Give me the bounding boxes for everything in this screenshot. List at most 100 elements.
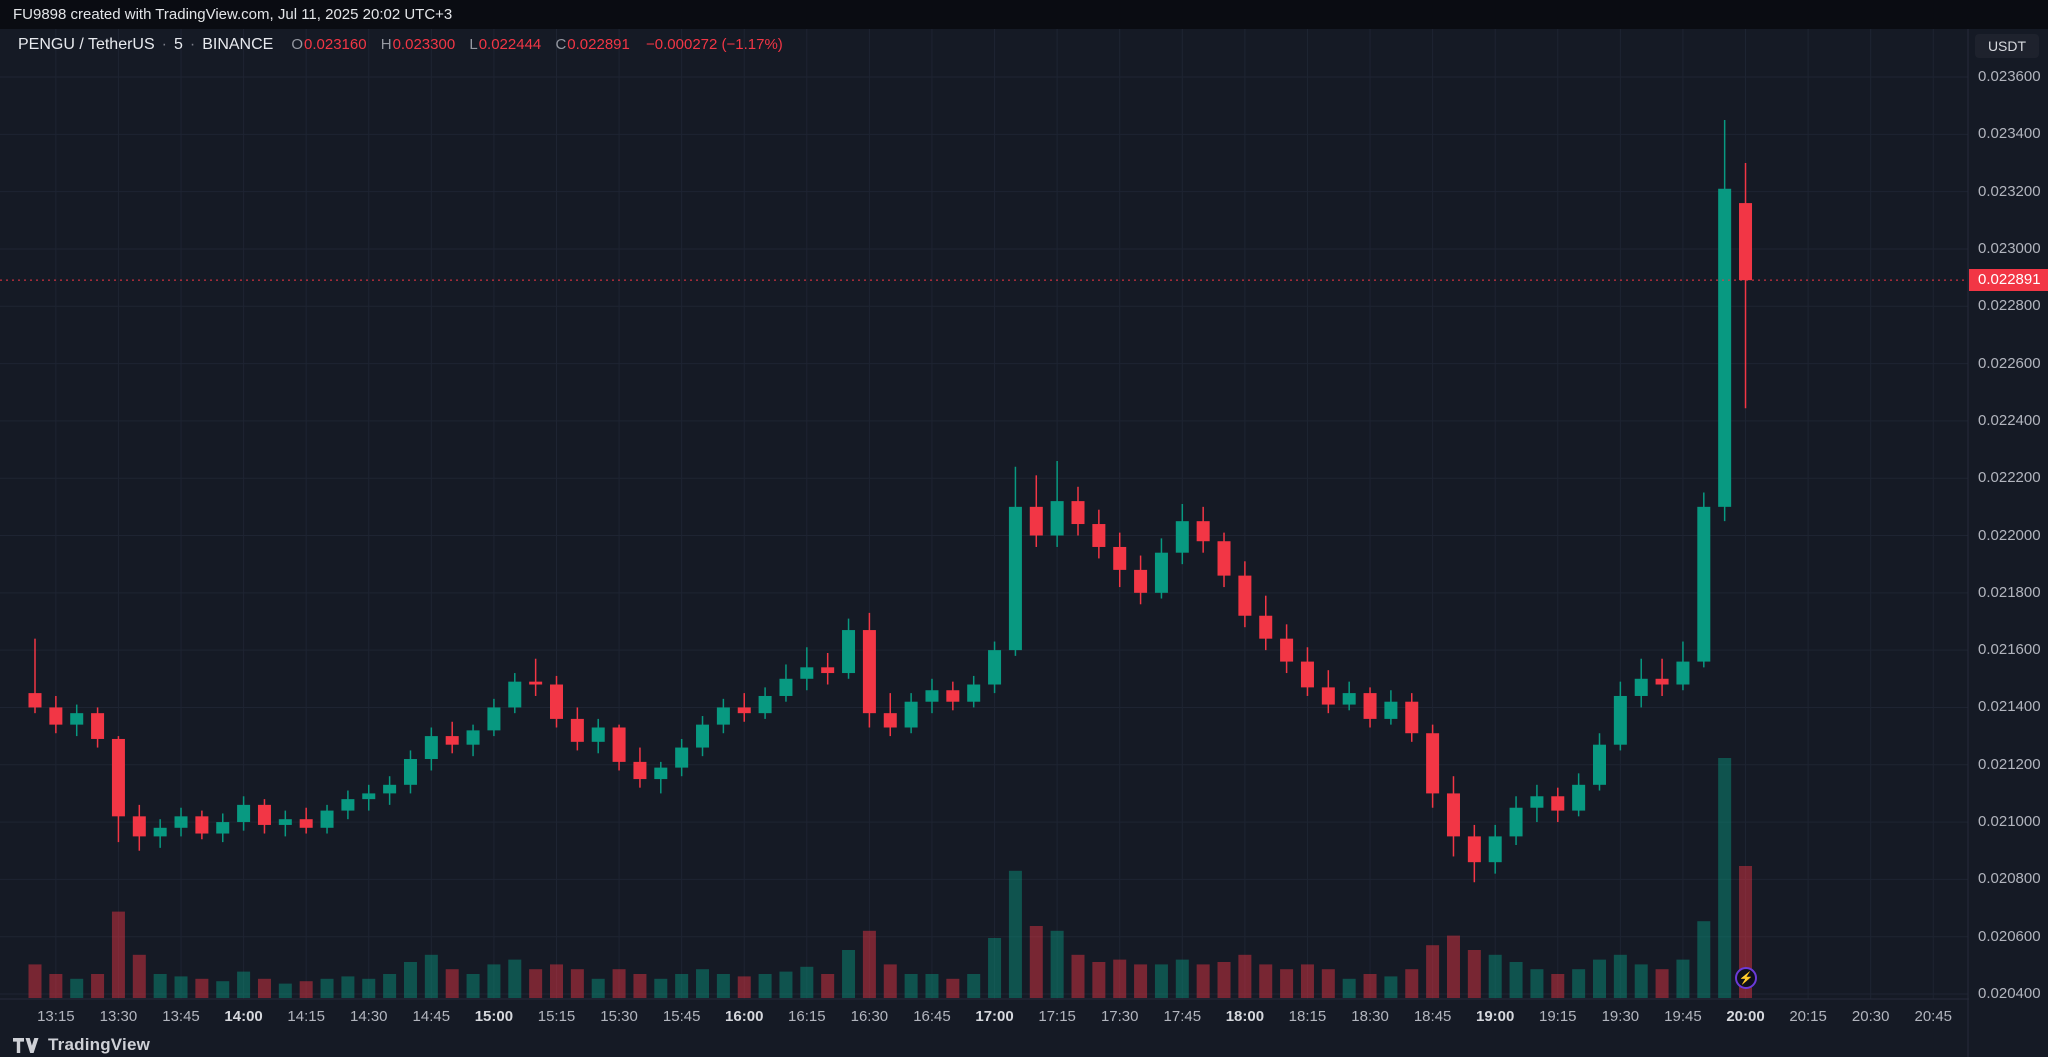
candle-body — [174, 816, 188, 828]
candle-body — [1405, 701, 1419, 734]
volume-bar — [1634, 964, 1648, 998]
candle-body — [403, 759, 417, 785]
volume-bar — [883, 964, 897, 998]
volume-bar — [508, 959, 522, 998]
symbol-name: PENGU / TetherUS — [18, 36, 155, 53]
volume-bar — [1655, 969, 1669, 998]
volume-bar — [1280, 969, 1294, 998]
time-axis-label: 18:15 — [1288, 1008, 1327, 1025]
price-axis-label: 0.022800 — [1978, 297, 2041, 315]
price-axis[interactable]: USDT 0.023600 0.023400 0.023200 0.023000 0.0… — [1969, 29, 2048, 1057]
volume-bar — [1551, 974, 1565, 998]
candle-body — [988, 650, 1002, 685]
volume-bar — [570, 969, 584, 998]
volume-bar — [1509, 962, 1523, 998]
volume-bar — [1300, 964, 1314, 998]
volume-bar — [320, 978, 334, 998]
candle-body — [779, 678, 793, 696]
price-axis-label: 0.021400 — [1978, 698, 2041, 716]
volume-bar — [383, 974, 397, 998]
tradingview-logo[interactable]: TradingView — [13, 1035, 150, 1055]
candle-body — [696, 724, 710, 748]
time-axis-label: 14:45 — [412, 1008, 451, 1025]
price-axis-label: 0.022400 — [1978, 411, 2041, 429]
candle-body — [1426, 733, 1440, 794]
volume-bar — [174, 976, 188, 998]
candle-body — [758, 695, 772, 714]
candle-body — [1446, 793, 1460, 837]
candle-body — [1050, 501, 1064, 536]
exchange-name: BINANCE — [202, 36, 274, 53]
candle-body — [320, 810, 334, 828]
volume-bar — [362, 978, 376, 998]
candle-body — [383, 784, 397, 794]
volume-bar — [967, 974, 981, 998]
tradingview-logo-text: TradingView — [48, 1035, 151, 1054]
volume-bar — [403, 962, 417, 998]
volume-bar — [1259, 964, 1273, 998]
volume-bar — [111, 911, 125, 998]
volume-bar — [1446, 935, 1460, 998]
time-axis-label: 15:45 — [662, 1008, 701, 1025]
volume-bar — [91, 974, 105, 998]
volume-bar — [675, 974, 689, 998]
volume-bar — [1405, 969, 1419, 998]
time-axis-label: 14:00 — [224, 1008, 263, 1025]
candle-body — [1739, 203, 1753, 281]
time-axis-label: 17:45 — [1163, 1008, 1202, 1025]
candle-body — [1175, 521, 1189, 553]
volume-bar — [1467, 950, 1481, 998]
candle-body — [800, 667, 814, 679]
time-axis-label: 18:30 — [1351, 1008, 1389, 1025]
time-axis-label: 18:00 — [1225, 1008, 1265, 1025]
volume-bar — [1488, 954, 1502, 998]
volume-bar — [862, 930, 876, 998]
candle-body — [1613, 695, 1627, 745]
time-axis-label: 20:30 — [1851, 1008, 1890, 1025]
volume-bar — [988, 938, 1002, 998]
volume-bar — [1363, 974, 1377, 998]
volume-bar — [216, 981, 230, 998]
candle-body — [508, 681, 522, 708]
candle-body — [1676, 661, 1690, 685]
candle-body — [1467, 836, 1481, 863]
candle-body — [1280, 638, 1294, 662]
candle-body — [612, 727, 626, 762]
candle-body — [1092, 524, 1106, 547]
time-axis-label: 16:30 — [850, 1008, 889, 1025]
price-axis-label: 0.022200 — [1978, 469, 2041, 487]
candle-body — [946, 690, 960, 702]
candle-body — [529, 681, 543, 685]
time-axis[interactable]: 13:15 13:30 13:45 14:00 14:15 14:30 14:45 15:00… — [0, 999, 1969, 1033]
candle-body — [1342, 693, 1356, 705]
candle-body — [1593, 744, 1606, 785]
volume-bar — [1718, 758, 1732, 998]
volume-bar — [946, 978, 960, 998]
candle-body — [153, 827, 167, 837]
candle-body — [821, 667, 835, 674]
volume-bar — [1175, 959, 1189, 998]
symbol-title[interactable]: PENGU / TetherUS · 5 · BINANCE — [18, 36, 273, 54]
volume-bar — [654, 978, 668, 998]
volume-bar — [612, 969, 626, 998]
volume-bar — [716, 974, 730, 998]
candle-body — [1509, 807, 1523, 837]
volume-bar — [1384, 976, 1398, 998]
candle-body — [195, 816, 209, 834]
price-axis-label: 0.021800 — [1978, 583, 2041, 601]
volume-bar — [1217, 962, 1231, 998]
attribution-text: FU9898 created with TradingView.com, Jul… — [13, 6, 453, 23]
time-axis-label: 15:00 — [474, 1008, 514, 1025]
volume-bar — [1739, 866, 1753, 998]
time-axis-label: 14:30 — [349, 1008, 388, 1025]
time-axis-label: 20:15 — [1789, 1008, 1827, 1025]
candle-body — [1029, 506, 1043, 536]
volume-bar — [237, 971, 251, 998]
currency-toggle-button[interactable]: USDT — [1975, 34, 2039, 58]
time-axis-label: 16:15 — [788, 1008, 826, 1025]
candle-body — [216, 822, 230, 834]
high-value: 0.023300 — [392, 36, 456, 53]
flash-icon[interactable]: ⚡ — [1735, 967, 1757, 989]
time-axis-label: 17:30 — [1100, 1008, 1139, 1025]
